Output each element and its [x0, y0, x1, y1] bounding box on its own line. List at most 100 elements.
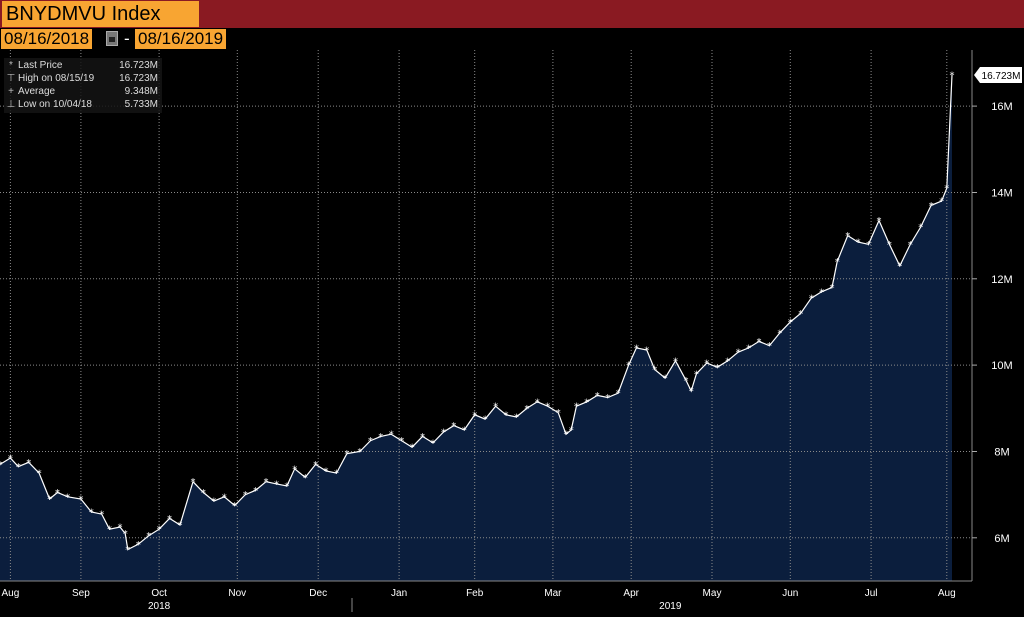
data-point-marker: *	[819, 287, 824, 298]
last-price-tag	[974, 67, 1022, 83]
data-point-marker: *	[420, 432, 425, 443]
data-point-marker: *	[78, 495, 83, 506]
data-point-marker: *	[574, 402, 579, 413]
data-point-marker: *	[107, 525, 112, 536]
data-point-marker: *	[704, 359, 709, 370]
data-point-marker: *	[644, 346, 649, 357]
data-point-marker: *	[545, 402, 550, 413]
data-point-marker: *	[535, 397, 540, 408]
data-point-marker: *	[757, 337, 762, 348]
legend-label: High on 08/15/19	[18, 73, 95, 84]
data-point-marker: *	[809, 294, 814, 305]
legend-value: 5.733M	[124, 99, 158, 110]
data-point-marker: *	[441, 428, 446, 439]
data-point-marker: *	[694, 369, 699, 380]
data-point-marker: *	[37, 469, 42, 480]
data-point-marker: *	[652, 365, 657, 376]
legend-item-high: ⊤ High on 08/15/19 16.723M	[4, 73, 162, 85]
chart-legend: * Last Price 16.723M ⊤ High on 08/15/19 …	[4, 58, 162, 113]
data-point-marker: *	[493, 402, 498, 413]
data-point-marker: *	[950, 71, 955, 82]
calendar-icon[interactable]	[106, 31, 118, 46]
price-line	[0, 74, 953, 551]
data-point-marker: *	[284, 482, 289, 493]
data-point-marker: *	[929, 201, 934, 212]
x-tick-label: Jan	[391, 588, 407, 599]
price-area-fill	[0, 75, 952, 581]
data-point-marker: *	[663, 374, 668, 385]
data-point-marker: *	[595, 391, 600, 402]
data-point-marker: *	[767, 341, 772, 352]
y-tick-label: 16M	[991, 101, 1012, 113]
data-point-marker: *	[368, 436, 373, 447]
data-point-marker: *	[725, 356, 730, 367]
data-point-marker: *	[746, 343, 751, 354]
data-point-marker: *	[830, 283, 835, 294]
data-point-marker: *	[835, 257, 840, 268]
data-point-marker: *	[939, 197, 944, 208]
data-point-marker: *	[157, 525, 162, 536]
data-point-marker: *	[125, 545, 130, 556]
data-point-marker: *	[887, 240, 892, 251]
data-point-marker: *	[569, 425, 574, 436]
data-point-marker: *	[866, 240, 871, 251]
data-point-marker: *	[222, 492, 227, 503]
data-point-marker: *	[191, 477, 196, 488]
y-tick-label: 14M	[991, 188, 1012, 200]
data-point-marker: *	[431, 438, 436, 449]
data-point-marker: *	[626, 361, 631, 372]
x-tick-label: Oct	[151, 588, 167, 599]
data-point-marker: *	[274, 479, 279, 490]
x-tick-label: Dec	[309, 588, 327, 599]
data-point-marker: *	[399, 436, 404, 447]
x-tick-label: Sep	[72, 588, 90, 599]
data-point-marker: *	[673, 356, 678, 367]
data-point-marker: *	[26, 458, 31, 469]
x-tick-label: Aug	[938, 588, 956, 599]
date-separator: -	[124, 29, 130, 48]
data-point-marker: *	[845, 231, 850, 242]
data-point-marker: *	[118, 523, 123, 534]
data-point-marker: *	[0, 460, 3, 471]
x-tick-label: Mar	[544, 588, 562, 599]
data-point-marker: *	[556, 408, 561, 419]
data-point-marker: *	[324, 466, 329, 477]
start-date-field[interactable]: 08/16/2018	[1, 29, 93, 49]
data-point-marker: *	[504, 410, 509, 421]
data-point-marker: *	[777, 328, 782, 339]
legend-item-average: + Average 9.348M	[4, 86, 162, 98]
data-point-marker: *	[334, 469, 339, 480]
y-tick-label: 10M	[991, 360, 1012, 372]
legend-label: Last Price	[18, 60, 63, 71]
data-point-marker: *	[524, 404, 529, 415]
data-point-marker: *	[357, 447, 362, 458]
data-point-marker: *	[944, 184, 949, 195]
data-point-marker: *	[211, 497, 216, 508]
x-tick-label: Jul	[865, 588, 878, 599]
data-point-marker: *	[451, 421, 456, 432]
data-point-marker: *	[715, 363, 720, 374]
data-point-marker: *	[514, 413, 519, 424]
data-point-marker: *	[167, 514, 172, 525]
data-point-marker: *	[634, 343, 639, 354]
x-year-label: 2019	[659, 601, 682, 612]
legend-label: Average	[18, 86, 56, 97]
data-point-marker: *	[564, 430, 569, 441]
date-range-row: 08/16/2018 - 08/16/2019	[0, 28, 1024, 49]
data-point-marker: *	[462, 425, 467, 436]
data-point-marker: *	[313, 460, 318, 471]
low-marker-icon: ⊥	[6, 99, 16, 110]
legend-label: Low on 10/04/18	[18, 99, 92, 110]
legend-item-last-price: * Last Price 16.723M	[4, 60, 162, 72]
end-date-field[interactable]: 08/16/2019	[135, 29, 227, 49]
ticker-field[interactable]: BNYDMVU Index	[2, 1, 199, 27]
data-point-marker: *	[123, 529, 128, 540]
data-point-marker: *	[605, 393, 610, 404]
data-point-marker: *	[303, 473, 308, 484]
x-tick-label: Feb	[466, 588, 484, 599]
data-point-marker: *	[16, 462, 21, 473]
data-point-marker: *	[146, 531, 151, 542]
data-point-marker: *	[736, 348, 741, 359]
data-point-marker: *	[201, 488, 206, 499]
